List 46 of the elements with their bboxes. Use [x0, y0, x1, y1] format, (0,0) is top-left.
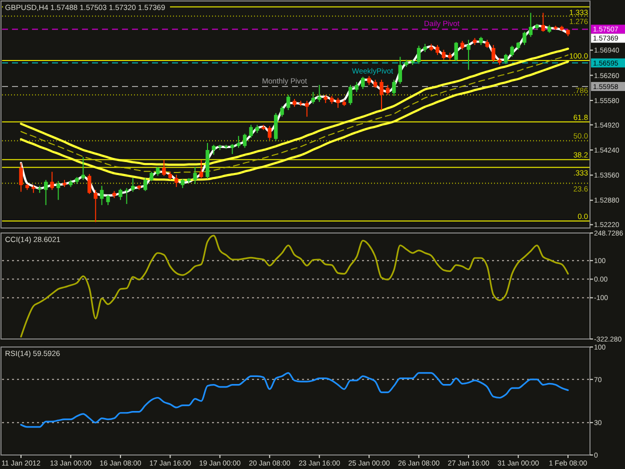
candlestick: [268, 125, 272, 141]
candlestick: [100, 185, 104, 206]
candlestick: [174, 174, 178, 188]
candlestick: [143, 178, 148, 192]
candlestick: [131, 178, 135, 192]
candlestick: [180, 178, 184, 189]
candlestick: [510, 45, 514, 58]
candlestick: [280, 105, 284, 118]
candlestick: [541, 12, 545, 32]
candlestick: [380, 79, 384, 111]
candlestick: [118, 188, 122, 200]
candlestick: [94, 189, 98, 223]
line-series: [20, 372, 569, 428]
candlestick: [398, 56, 402, 84]
candlestick: [44, 179, 48, 206]
candlestick: [348, 84, 352, 106]
candlestick: [242, 133, 247, 148]
candlestick: [56, 180, 60, 200]
candlestick: [162, 159, 166, 176]
candlestick: [212, 144, 216, 156]
candlestick: [193, 166, 197, 185]
candlestick: [19, 162, 23, 192]
candlestick: [50, 171, 54, 190]
candlestick: [504, 53, 508, 64]
candlestick: [416, 45, 421, 64]
candlestick: [236, 135, 240, 148]
candlestick: [522, 31, 526, 46]
candlestick: [249, 124, 253, 138]
candlestick: [199, 159, 204, 179]
candlestick: [286, 94, 290, 111]
candlestick: [436, 44, 440, 56]
candlestick: [528, 12, 533, 38]
candlestick: [361, 76, 365, 90]
candlestick: [336, 97, 340, 108]
candlestick: [106, 194, 110, 206]
candlestick: [392, 79, 396, 97]
candlestick: [305, 100, 309, 118]
candlestick: [386, 84, 390, 96]
candlestick: [230, 144, 234, 155]
candlestick: [88, 174, 92, 194]
candlestick: [311, 91, 316, 104]
candlestick: [442, 49, 446, 60]
candlestick: [150, 171, 154, 182]
candlestick: [454, 42, 458, 62]
candlestick: [492, 44, 496, 62]
candlestick: [466, 39, 470, 70]
